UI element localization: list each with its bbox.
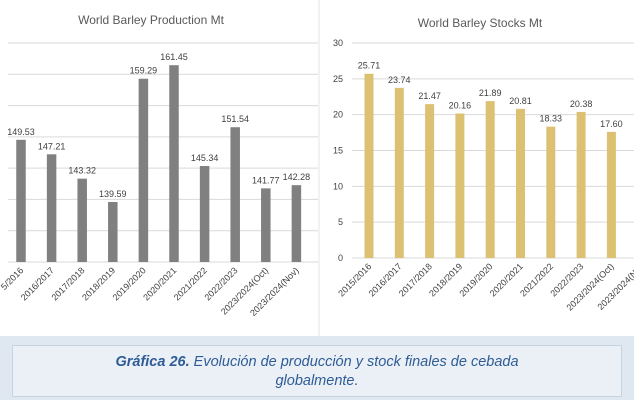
production-value-label: 142.28 — [283, 172, 311, 182]
production-bar — [230, 127, 240, 262]
stocks-ytick-label: 30 — [333, 38, 343, 48]
stocks-bar — [425, 104, 435, 258]
stocks-ytick-label: 20 — [333, 110, 343, 120]
production-value-label: 147.21 — [38, 141, 66, 151]
stocks-value-label: 18.33 — [540, 114, 563, 124]
production-bar — [108, 201, 118, 262]
stocks-value-label: 21.89 — [479, 88, 502, 98]
production-value-label: 159.29 — [130, 66, 158, 76]
stocks-bar — [606, 131, 616, 258]
stocks-bar — [485, 101, 495, 258]
stocks-bar — [364, 73, 374, 259]
production-category-label: 5/2016 — [0, 265, 25, 292]
production-value-label: 145.34 — [191, 153, 219, 163]
stocks-value-label: 20.38 — [570, 99, 593, 109]
production-value-label: 149.53 — [7, 127, 35, 137]
stocks-bar — [455, 113, 465, 259]
production-value-label: 139.59 — [99, 189, 127, 199]
stocks-ytick-label: 5 — [338, 217, 343, 227]
production-value-label: 151.54 — [221, 114, 249, 124]
stocks-chart-title: World Barley Stocks Mt — [418, 16, 543, 30]
stocks-value-label: 21.47 — [418, 91, 441, 101]
stocks-value-label: 20.81 — [509, 96, 532, 106]
production-bar — [138, 78, 149, 262]
figure-caption: Gráfica 26. Evolución de producción y st… — [12, 345, 622, 397]
charts-canvas: World Barley Production Mt World Barley … — [0, 0, 634, 336]
stocks-ytick-label: 25 — [333, 74, 343, 84]
stocks-value-label: 23.74 — [388, 75, 411, 85]
stocks-value-label: 20.16 — [449, 101, 472, 111]
stocks-value-label: 17.60 — [600, 119, 623, 129]
caption-text-line2: globalmente. — [275, 373, 359, 389]
production-chart-title: World Barley Production Mt — [78, 13, 225, 27]
stocks-bar — [394, 87, 404, 258]
production-value-label: 141.77 — [252, 175, 280, 185]
stocks-ytick-label: 10 — [333, 181, 343, 191]
production-bar — [199, 166, 210, 262]
production-bar — [16, 139, 26, 262]
stocks-bar — [546, 126, 556, 258]
production-bar — [291, 185, 302, 262]
stocks-value-label: 25.71 — [358, 61, 381, 71]
stocks-ytick-label: 15 — [333, 146, 343, 156]
production-bar — [77, 178, 87, 262]
production-value-label: 161.45 — [160, 52, 188, 62]
production-value-label: 143.32 — [68, 166, 96, 176]
stocks-ytick-label: 0 — [338, 253, 343, 263]
caption-text: Evolución de producción y stock finales … — [193, 354, 519, 370]
production-bar — [46, 154, 57, 262]
stocks-bar — [516, 108, 525, 258]
production-bar — [169, 65, 179, 262]
caption-label: Gráfica 26. — [115, 354, 190, 370]
charts-area: World Barley Production Mt World Barley … — [0, 0, 634, 336]
production-bar — [261, 188, 271, 262]
stocks-bar — [576, 111, 586, 259]
